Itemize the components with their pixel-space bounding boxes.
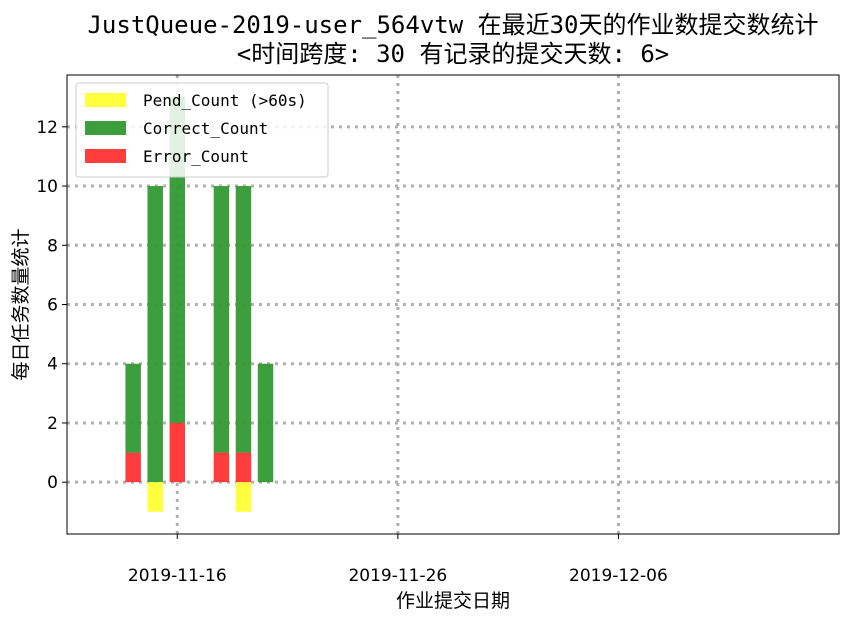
bar-correct-count — [213, 186, 230, 453]
ticks: 0 2 4 6 8 10 12 2019-11-16 2019-11-26 2019-12-06 — [36, 118, 667, 586]
y-tick-label: 12 — [36, 118, 58, 138]
bar-pend-count — [147, 482, 163, 512]
legend-box — [75, 82, 329, 178]
x-tick-label: 2019-11-26 — [348, 566, 447, 586]
x-tick-label: 2019-11-16 — [128, 566, 227, 586]
y-tick-label: 10 — [36, 177, 58, 197]
y-tick-label: 6 — [47, 296, 58, 316]
chart-subtitle: <时间跨度: 30 有记录的提交天数: 6> — [237, 40, 670, 68]
bar-correct-count — [169, 97, 186, 423]
bar-correct-count — [147, 186, 163, 483]
bar-error-count — [213, 452, 230, 483]
legend-swatch — [85, 149, 126, 163]
legend-swatch — [85, 93, 126, 107]
bar-error-count — [125, 452, 141, 483]
bar-correct-count — [257, 363, 274, 483]
bar-correct-count — [235, 186, 252, 453]
legend-label: Correct_Count — [143, 119, 268, 138]
legend: Pend_Count (>60s) Correct_Count Error_Coun… — [75, 82, 329, 178]
y-tick-label: 8 — [47, 236, 58, 256]
y-tick-label: 0 — [47, 473, 58, 493]
legend-label: Pend_Count (>60s) — [143, 91, 307, 110]
y-tick-label: 2 — [47, 414, 58, 434]
bar-correct-count — [125, 363, 141, 453]
bars — [125, 97, 274, 512]
y-tick-label: 4 — [47, 355, 58, 375]
legend-swatch — [85, 121, 126, 135]
chart-title: JustQueue-2019-user_564vtw 在最近30天的作业数提交数… — [87, 11, 818, 39]
x-axis-label: 作业提交日期 — [396, 590, 510, 612]
y-axis-label: 每日任务数量统计 — [10, 228, 32, 380]
bar-error-count — [169, 422, 186, 483]
bar-error-count — [235, 452, 252, 483]
legend-label: Error_Count — [143, 147, 249, 166]
x-tick-label: 2019-12-06 — [569, 566, 668, 586]
bar-pend-count — [235, 482, 252, 512]
